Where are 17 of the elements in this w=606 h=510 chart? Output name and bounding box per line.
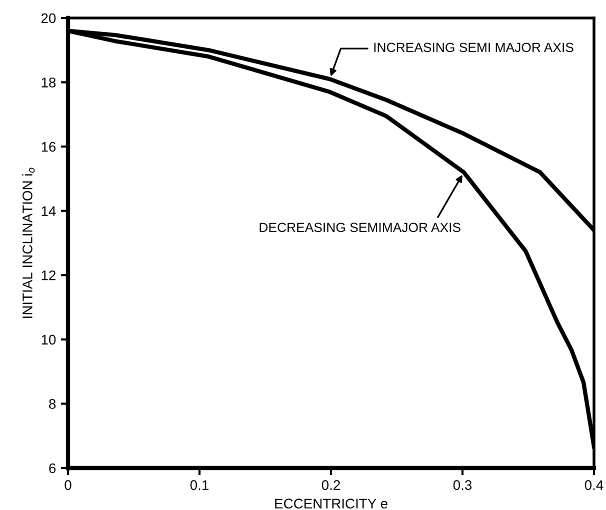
y-axis-title: INITIAL INCLINATION i$_{o}$ xyxy=(22,168,35,318)
x-axis-title: ECCENTRICITY e xyxy=(275,498,388,509)
x-tick-label: 0.3 xyxy=(453,480,472,490)
y-tick-label: 6 xyxy=(49,463,56,474)
y-tick-label: 8 xyxy=(49,399,56,409)
x-tick-label: 0 xyxy=(64,480,72,490)
x-tick-label: 0.2 xyxy=(322,480,340,490)
y-tick-label: 16 xyxy=(42,142,56,152)
y-tick-label: 10 xyxy=(42,334,56,345)
y-tick-label: 12 xyxy=(42,270,56,280)
y-tick-label: 18 xyxy=(42,78,56,88)
x-tick-label: 0.1 xyxy=(190,480,208,490)
x-tick-label: 0.4 xyxy=(584,480,604,490)
y-tick-label: 20 xyxy=(41,13,56,24)
y-tick-label: 14 xyxy=(42,206,56,216)
annotation: INCREASING SEMI MAJOR AXIS xyxy=(374,42,574,52)
annotation: DECREASING SEMIMAJOR AXIS xyxy=(260,222,460,232)
